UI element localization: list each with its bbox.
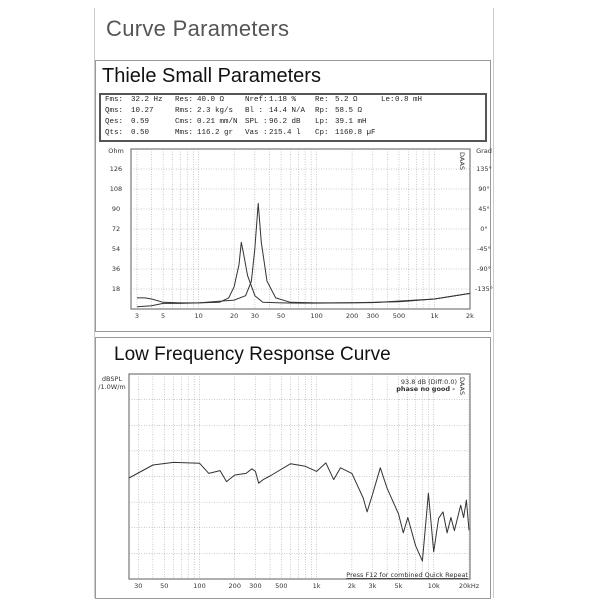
- param-value: 0.8 mH: [395, 96, 423, 104]
- param-label: Lp:: [315, 118, 329, 126]
- y2-tick-label: -45°: [477, 245, 491, 253]
- y-tick-label: 72: [112, 225, 120, 233]
- x-tick-label: 300: [249, 582, 261, 590]
- param-label: Qts:: [105, 129, 124, 137]
- parameters-table: Fms: 32.2 Hz Res: 40.0 Ω Nref: 1.18 % Re: 5.2 Ω…: [99, 93, 487, 142]
- param-value: 40.0 Ω: [197, 96, 225, 104]
- x-tick-label: 200: [346, 312, 358, 320]
- x-tick-label: 2k: [466, 312, 474, 320]
- param-value: 2.3 kg/s: [197, 107, 234, 115]
- param-label: Fms:: [105, 96, 124, 104]
- param-value: 1.18 %: [269, 96, 297, 104]
- series-line-impedance-2: [137, 241, 471, 304]
- param-label: Bl :: [245, 107, 264, 115]
- param-label: Rp:: [315, 107, 329, 115]
- y-tick-label: 126: [110, 165, 122, 173]
- x-tick-label: 1k: [431, 312, 439, 320]
- x-tick-label: 200: [229, 582, 241, 590]
- param-value: 14.4 N/A: [269, 107, 306, 115]
- param-label: Le:: [381, 96, 395, 104]
- param-label: SPL :: [245, 118, 268, 126]
- x-tick-label: 10k: [428, 582, 440, 590]
- y2-tick-label: 45°: [478, 205, 490, 213]
- section-heading: Thiele Small Parameters: [102, 65, 321, 87]
- y2-tick-label: 0°: [480, 225, 487, 233]
- param-label: Re:: [315, 96, 329, 104]
- x-tick-label: 500: [275, 582, 287, 590]
- x-tick-label: 2k: [348, 582, 356, 590]
- y-tick-label: 54: [112, 245, 120, 253]
- param-value: 215.4 l: [269, 129, 301, 137]
- param-value: 0.59: [131, 118, 150, 126]
- x-tick-label: 3k: [369, 582, 377, 590]
- param-label: Nref:: [245, 96, 268, 104]
- param-label: Qes:: [105, 118, 124, 126]
- x-tick-label: 1k: [313, 582, 321, 590]
- param-label: Rms:: [175, 107, 194, 115]
- annotation-hint: Press F12 for combined Quick Repeat: [346, 571, 468, 579]
- annotation-phase: phase no good -: [396, 385, 455, 393]
- param-value: 0.21 mm/N: [197, 118, 238, 126]
- param-label: Cms:: [175, 118, 194, 126]
- x-tick-label: 300: [367, 312, 379, 320]
- param-value: 58.5 Ω: [335, 107, 363, 115]
- x-tick-label: 100: [193, 582, 205, 590]
- page-title: Curve Parameters: [106, 16, 290, 41]
- watermark: DAAS: [458, 152, 466, 170]
- watermark: DAAS: [458, 377, 466, 395]
- x-tick-label: 100: [310, 312, 322, 320]
- y2-tick-label: -135°: [475, 285, 493, 293]
- param-value: 10.27: [131, 107, 154, 115]
- y-tick-label: 18: [112, 285, 120, 293]
- annotation-level: 93.8 dB (Diff:0.0): [401, 378, 457, 386]
- param-value: 0.50: [131, 129, 150, 137]
- page-frame: [94, 8, 494, 598]
- y-tick-label: 90: [112, 205, 120, 213]
- x-tick-label: 30: [134, 582, 142, 590]
- y-axis-label: Ohm: [108, 147, 124, 155]
- x-tick-label: 5: [161, 312, 165, 320]
- y-axis-label: dBSPL: [102, 375, 123, 383]
- param-value: 96.2 dB: [269, 118, 301, 126]
- param-label: Cp:: [315, 129, 329, 137]
- y-axis-unit: /1.0W/m: [98, 383, 125, 391]
- x-tick-label: 50: [277, 312, 285, 320]
- x-tick-label: 20kHz: [459, 582, 480, 590]
- param-label: Res:: [175, 96, 194, 104]
- x-tick-label: 3: [135, 312, 139, 320]
- x-tick-label: 10: [194, 312, 202, 320]
- param-label: Qms:: [105, 107, 124, 115]
- x-tick-label: 500: [393, 312, 405, 320]
- series-line-spl: [128, 461, 470, 562]
- param-value: 5.2 Ω: [335, 96, 358, 104]
- x-tick-label: 5k: [395, 582, 403, 590]
- section-heading: Low Frequency Response Curve: [114, 344, 391, 365]
- y2-axis-label: Grad: [476, 147, 492, 155]
- param-label: Vas :: [245, 129, 268, 137]
- param-value: 32.2 Hz: [131, 96, 163, 104]
- x-tick-label: 30: [251, 312, 259, 320]
- x-tick-label: 50: [160, 582, 168, 590]
- param-label: Mms:: [175, 129, 194, 137]
- y2-tick-label: 90°: [478, 185, 490, 193]
- param-value: 1160.8 µF: [335, 129, 376, 137]
- param-value: 39.1 mH: [335, 118, 367, 126]
- y2-tick-label: 135°: [476, 165, 492, 173]
- y2-tick-label: -90°: [477, 265, 491, 273]
- x-tick-label: 20: [230, 312, 238, 320]
- y-tick-label: 36: [112, 265, 120, 273]
- y-tick-label: 108: [110, 185, 122, 193]
- param-value: 116.2 gr: [197, 129, 234, 137]
